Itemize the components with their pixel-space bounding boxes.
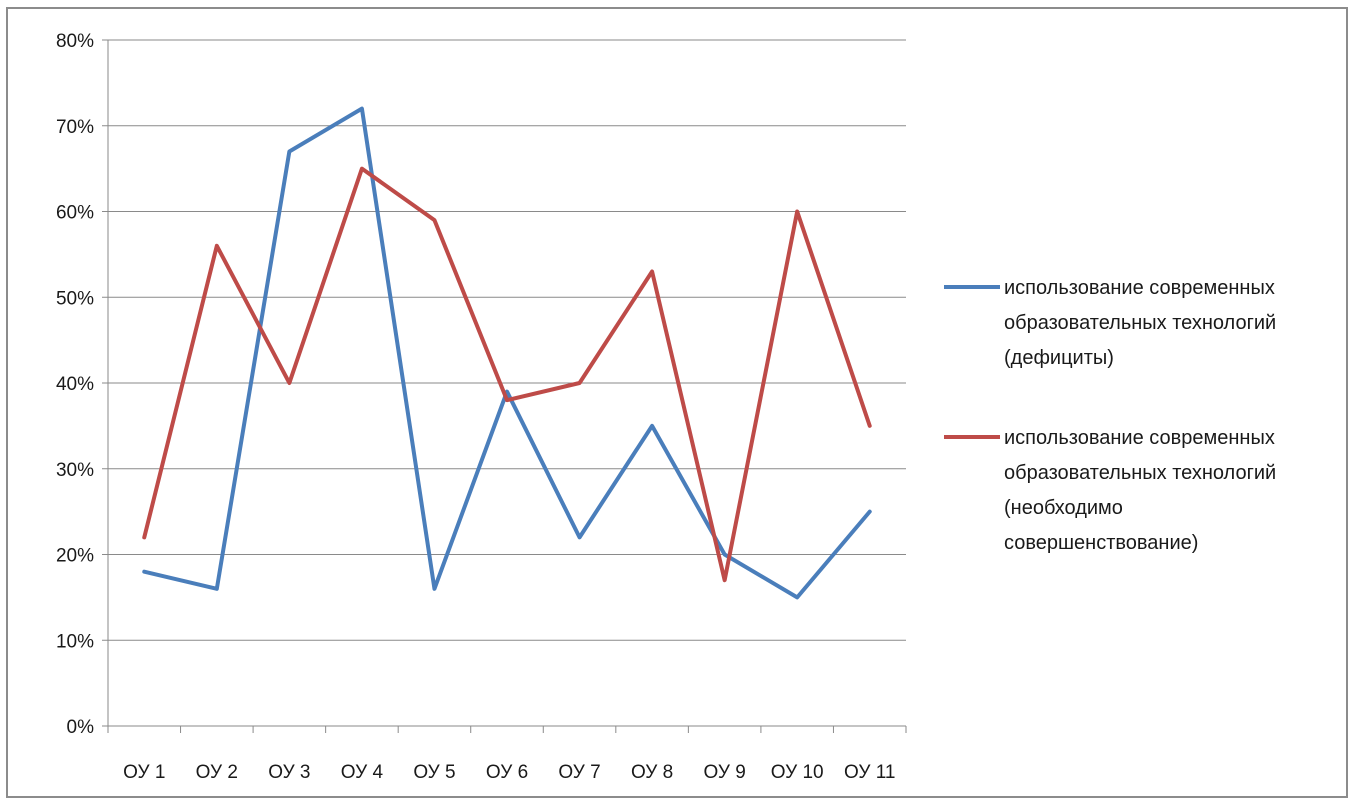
data-point	[578, 381, 582, 385]
y-tick-label: 30%	[56, 460, 94, 481]
legend-label: (необходимо	[1004, 497, 1123, 519]
data-point	[215, 244, 219, 248]
x-tick-label: ОУ 7	[558, 762, 600, 783]
y-tick-label: 10%	[56, 631, 94, 652]
x-tick-label: ОУ 10	[771, 762, 824, 783]
data-point	[360, 107, 364, 111]
x-tick-label: ОУ 4	[341, 762, 384, 783]
data-point	[432, 218, 436, 222]
y-tick-label: 40%	[56, 374, 94, 395]
x-tick-label: ОУ 11	[844, 762, 895, 783]
x-tick-label: ОУ 3	[268, 762, 310, 783]
y-tick-label: 80%	[56, 31, 94, 52]
legend-entry-2: использование современных образовательных…	[944, 427, 1276, 554]
data-point	[287, 149, 291, 153]
legend-label: (дефициты)	[1004, 347, 1114, 369]
y-tick-label: 50%	[56, 288, 94, 309]
chart-frame	[6, 7, 1348, 798]
data-point	[795, 595, 799, 599]
y-tick-label: 70%	[56, 117, 94, 138]
legend-label: образовательных технологий	[1004, 312, 1276, 334]
y-tick-label: 60%	[56, 203, 94, 224]
x-tick-label: ОУ 9	[703, 762, 745, 783]
data-point	[287, 381, 291, 385]
x-tick-label: ОУ 2	[196, 762, 238, 783]
data-point	[723, 578, 727, 582]
legend-label: использование современных	[1004, 277, 1275, 299]
gridlines	[102, 39, 906, 727]
data-point	[360, 167, 364, 171]
legend-label: использование современных	[1004, 427, 1275, 449]
series-line-1	[142, 106, 872, 600]
x-tick-label: ОУ 8	[631, 762, 673, 783]
series-line-2	[142, 166, 872, 583]
data-point	[215, 587, 219, 591]
data-point	[650, 270, 654, 274]
data-point	[505, 398, 509, 402]
data-point	[142, 535, 146, 539]
legend-label: образовательных технологий	[1004, 462, 1276, 484]
data-point	[868, 510, 872, 514]
legend-label: совершенствование)	[1004, 532, 1198, 554]
data-point	[578, 535, 582, 539]
y-tick-label: 20%	[56, 546, 94, 567]
x-tick-label: ОУ 5	[413, 762, 455, 783]
data-point	[142, 570, 146, 574]
data-point	[795, 210, 799, 214]
data-point	[723, 553, 727, 557]
x-tick-label: ОУ 1	[123, 762, 165, 783]
legend-entry-1: использование современных образовательных…	[944, 277, 1276, 369]
data-point	[650, 424, 654, 428]
x-tick-label: ОУ 6	[486, 762, 528, 783]
data-point	[868, 424, 872, 428]
data-point	[432, 587, 436, 591]
y-tick-label: 0%	[67, 717, 95, 738]
